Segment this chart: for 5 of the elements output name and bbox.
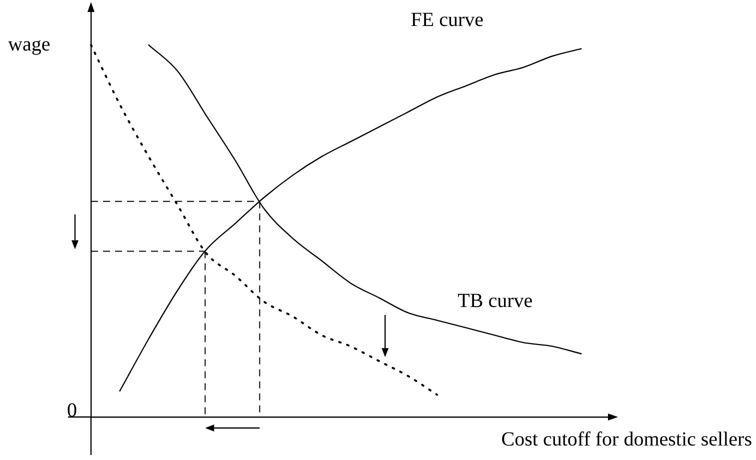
text: FE curve (410, 8, 484, 31)
series-label: TB curve (458, 290, 533, 312)
y-axis-title: wage (8, 33, 50, 56)
text: 0 (67, 399, 77, 422)
x-axis-title: Cost cutoff for domestic sellers (501, 428, 752, 450)
